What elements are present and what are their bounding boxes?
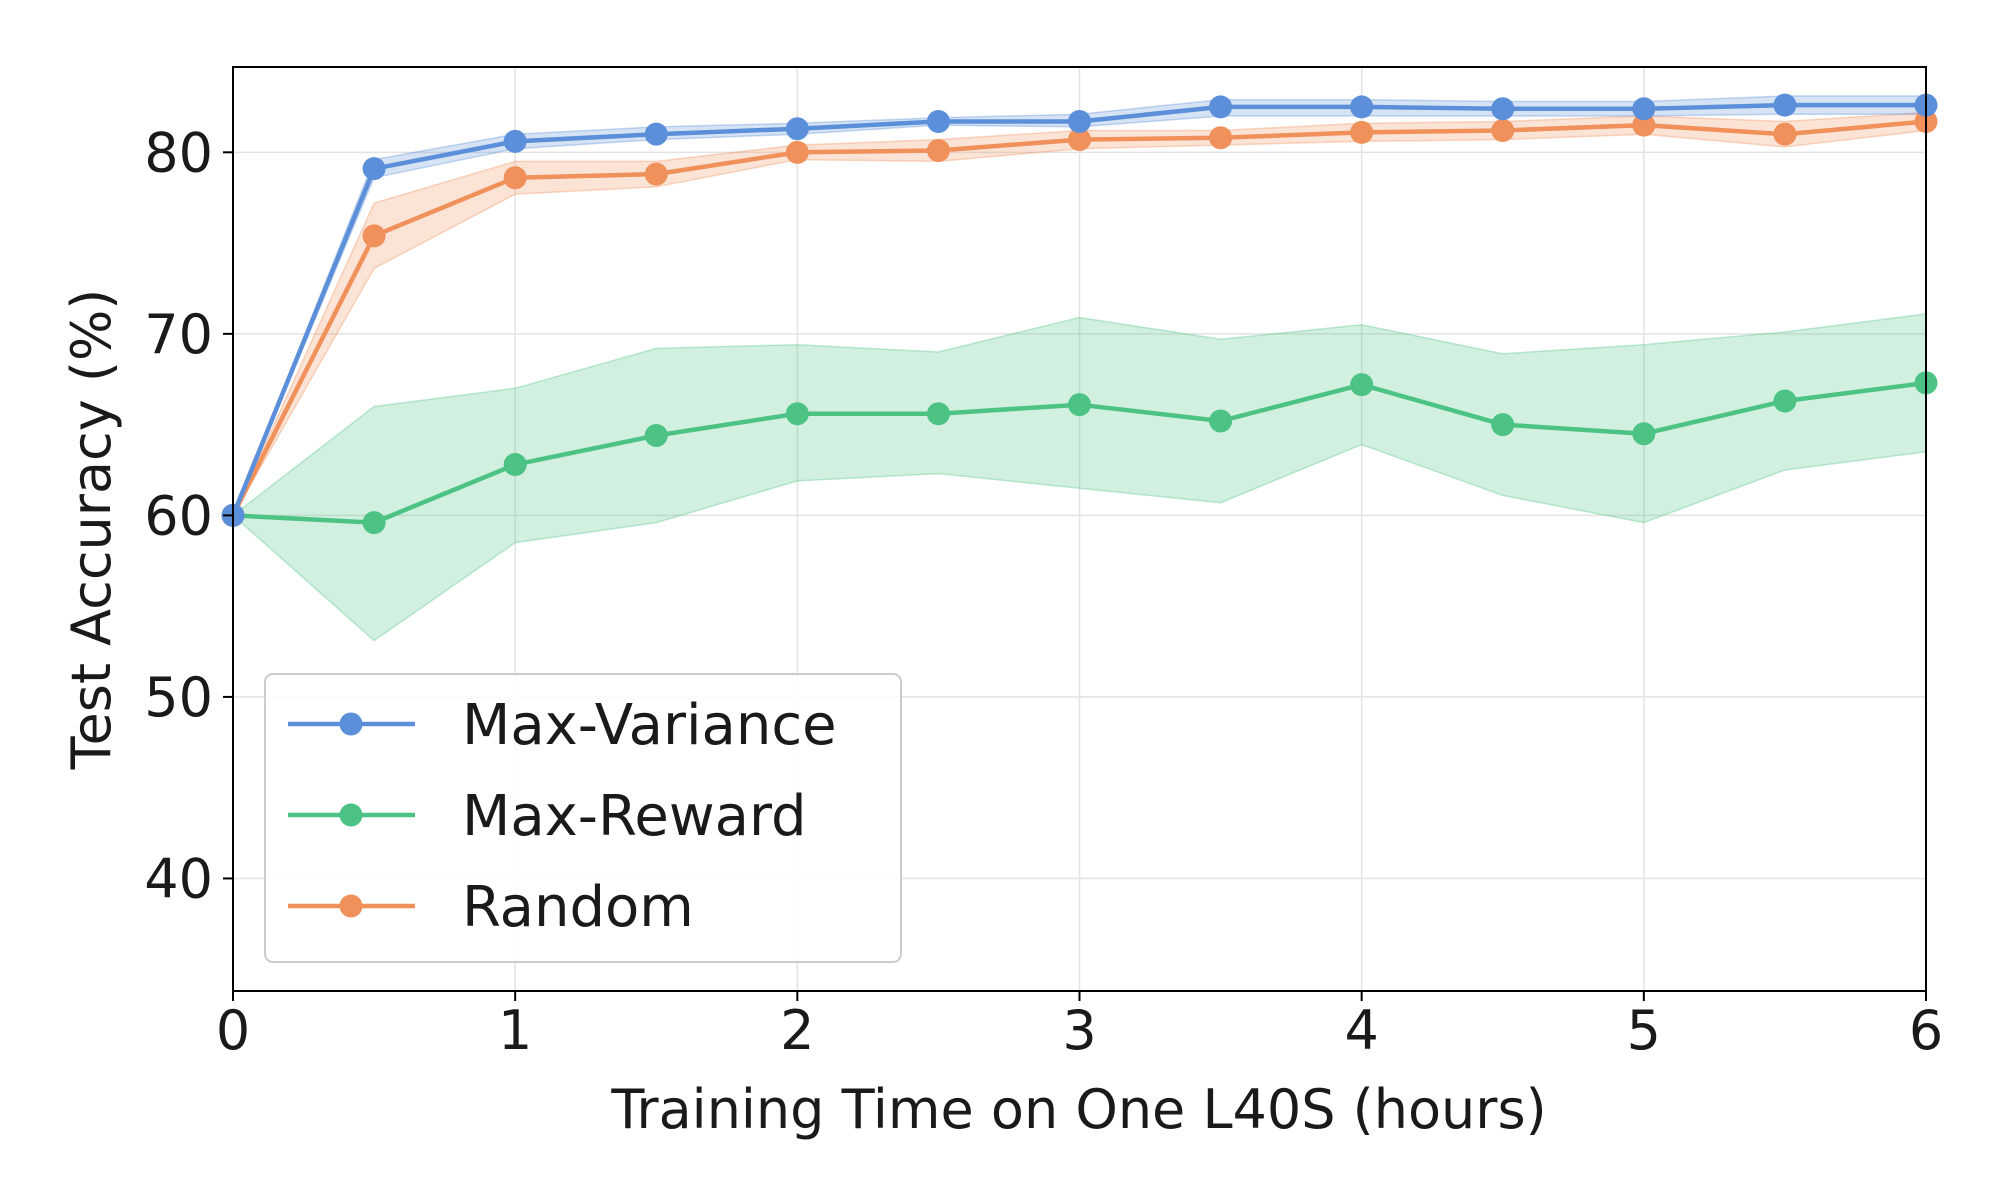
point-max-reward <box>1350 373 1374 397</box>
point-max-reward <box>1491 413 1515 437</box>
point-max-variance <box>1491 97 1515 121</box>
series-points <box>221 93 1938 535</box>
point-max-reward <box>785 402 809 426</box>
point-random <box>1068 128 1091 152</box>
point-max-reward <box>644 424 668 448</box>
legend-frame <box>264 673 902 963</box>
point-max-reward <box>503 453 527 477</box>
point-max-variance <box>503 129 527 153</box>
y-tick-label: 60 <box>144 484 213 547</box>
point-max-reward <box>1773 389 1797 413</box>
point-max-variance <box>362 157 386 181</box>
point-max-variance <box>1632 97 1656 121</box>
y-tick-label: 50 <box>144 666 213 729</box>
legend-marker-random <box>339 894 363 918</box>
point-random <box>503 166 527 190</box>
x-tick-label: 6 <box>1909 999 1943 1062</box>
point-max-reward <box>1068 393 1091 417</box>
y-axis-ticks: 40 50 60 70 80 <box>144 121 233 910</box>
point-max-variance <box>1209 95 1233 119</box>
point-max-reward <box>1209 409 1233 433</box>
point-random <box>1773 122 1797 146</box>
y-tick-label: 70 <box>144 303 213 366</box>
legend-marker-max-variance <box>339 712 363 736</box>
y-tick-label: 40 <box>144 847 213 910</box>
x-tick-label: 2 <box>780 999 814 1062</box>
x-tick-label: 1 <box>498 999 532 1062</box>
point-max-variance <box>1773 93 1797 117</box>
point-random <box>1632 113 1656 137</box>
point-max-variance <box>644 122 668 146</box>
point-random <box>926 139 950 163</box>
point-max-variance <box>926 109 950 133</box>
point-random <box>362 224 386 248</box>
x-tick-label: 3 <box>1062 999 1096 1062</box>
point-max-variance <box>785 117 809 141</box>
point-max-reward <box>362 511 386 535</box>
x-tick-label: 4 <box>1344 999 1378 1062</box>
point-max-variance <box>1068 109 1091 133</box>
legend-label-max-variance: Max-Variance <box>462 693 837 758</box>
legend-marker-max-reward <box>339 803 363 827</box>
legend: Max-Variance Max-Reward Random <box>264 673 902 963</box>
legend-label-max-reward: Max-Reward <box>462 784 807 849</box>
point-random <box>1209 126 1233 150</box>
point-random <box>785 140 809 164</box>
point-random <box>1350 120 1374 144</box>
point-random <box>1491 119 1515 143</box>
legend-label-random: Random <box>462 875 694 940</box>
point-max-reward <box>1632 422 1656 446</box>
x-axis-label: Training Time on One L40S (hours) <box>610 1078 1546 1141</box>
x-axis-ticks: 0 1 2 3 4 5 6 <box>216 991 1943 1062</box>
point-max-variance <box>1350 95 1374 119</box>
x-tick-label: 5 <box>1627 999 1661 1062</box>
point-random <box>644 162 668 186</box>
y-tick-label: 80 <box>144 121 213 184</box>
point-max-reward <box>926 402 950 426</box>
y-axis-label: Test Accuracy (%) <box>60 289 123 771</box>
x-tick-label: 0 <box>216 999 250 1062</box>
